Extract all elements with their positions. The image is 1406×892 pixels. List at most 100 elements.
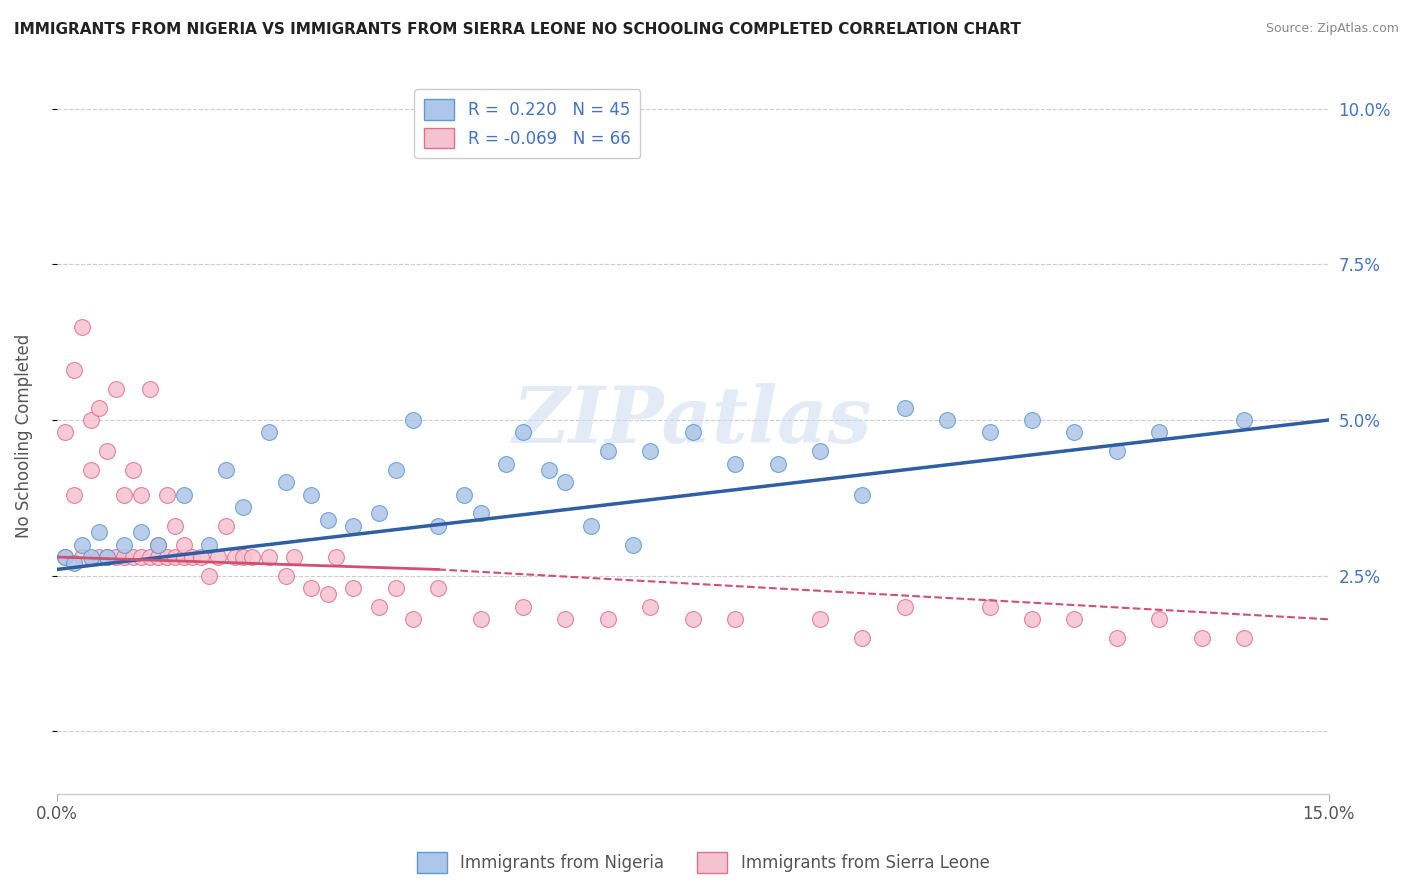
- Point: [367, 599, 389, 614]
- Text: Source: ZipAtlas.com: Source: ZipAtlas.com: [1265, 22, 1399, 36]
- Point: [215, 463, 238, 477]
- Point: [114, 549, 136, 564]
- Point: [139, 382, 162, 396]
- Point: [470, 507, 492, 521]
- Point: [682, 425, 704, 440]
- Point: [596, 612, 619, 626]
- Point: [936, 413, 959, 427]
- Point: [96, 444, 118, 458]
- Point: [724, 612, 747, 626]
- Point: [79, 549, 101, 564]
- Point: [87, 549, 110, 564]
- Point: [1233, 413, 1256, 427]
- Point: [299, 581, 322, 595]
- Point: [512, 425, 534, 440]
- Point: [893, 401, 915, 415]
- Point: [1063, 425, 1085, 440]
- Point: [274, 475, 297, 490]
- Point: [979, 425, 1001, 440]
- Point: [640, 444, 662, 458]
- Point: [893, 599, 915, 614]
- Point: [156, 488, 179, 502]
- Point: [173, 537, 195, 551]
- Point: [70, 549, 93, 564]
- Point: [512, 599, 534, 614]
- Point: [1021, 413, 1043, 427]
- Point: [53, 549, 76, 564]
- Point: [198, 568, 221, 582]
- Point: [402, 413, 425, 427]
- Point: [96, 549, 118, 564]
- Point: [367, 507, 389, 521]
- Point: [342, 519, 364, 533]
- Point: [165, 519, 187, 533]
- Legend: R =  0.220   N = 45, R = -0.069   N = 66: R = 0.220 N = 45, R = -0.069 N = 66: [415, 89, 640, 159]
- Point: [342, 581, 364, 595]
- Point: [1105, 444, 1128, 458]
- Point: [181, 549, 204, 564]
- Point: [232, 549, 254, 564]
- Point: [139, 549, 162, 564]
- Point: [316, 513, 339, 527]
- Point: [596, 444, 619, 458]
- Point: [122, 549, 145, 564]
- Point: [385, 463, 408, 477]
- Point: [207, 549, 229, 564]
- Point: [148, 549, 170, 564]
- Point: [257, 549, 280, 564]
- Point: [87, 401, 110, 415]
- Point: [122, 463, 145, 477]
- Point: [470, 612, 492, 626]
- Point: [53, 425, 76, 440]
- Point: [979, 599, 1001, 614]
- Point: [640, 599, 662, 614]
- Point: [62, 556, 84, 570]
- Point: [173, 549, 195, 564]
- Text: ZIPatlas: ZIPatlas: [513, 383, 872, 459]
- Point: [240, 549, 263, 564]
- Point: [79, 463, 101, 477]
- Point: [554, 612, 576, 626]
- Point: [104, 382, 127, 396]
- Point: [114, 537, 136, 551]
- Point: [62, 363, 84, 377]
- Point: [165, 549, 187, 564]
- Point: [1147, 425, 1170, 440]
- Point: [621, 537, 644, 551]
- Point: [1105, 631, 1128, 645]
- Point: [724, 457, 747, 471]
- Point: [283, 549, 305, 564]
- Point: [62, 488, 84, 502]
- Point: [198, 537, 221, 551]
- Text: IMMIGRANTS FROM NIGERIA VS IMMIGRANTS FROM SIERRA LEONE NO SCHOOLING COMPLETED C: IMMIGRANTS FROM NIGERIA VS IMMIGRANTS FR…: [14, 22, 1021, 37]
- Point: [79, 413, 101, 427]
- Point: [148, 537, 170, 551]
- Point: [156, 549, 179, 564]
- Point: [173, 488, 195, 502]
- Point: [554, 475, 576, 490]
- Point: [104, 549, 127, 564]
- Point: [232, 500, 254, 515]
- Legend: Immigrants from Nigeria, Immigrants from Sierra Leone: Immigrants from Nigeria, Immigrants from…: [411, 846, 995, 880]
- Point: [402, 612, 425, 626]
- Point: [70, 319, 93, 334]
- Point: [1191, 631, 1213, 645]
- Point: [453, 488, 475, 502]
- Point: [257, 425, 280, 440]
- Point: [495, 457, 517, 471]
- Point: [131, 525, 153, 540]
- Point: [224, 549, 246, 564]
- Point: [87, 525, 110, 540]
- Point: [215, 519, 238, 533]
- Point: [53, 549, 76, 564]
- Point: [766, 457, 789, 471]
- Point: [274, 568, 297, 582]
- Point: [1063, 612, 1085, 626]
- Point: [851, 488, 873, 502]
- Point: [427, 519, 450, 533]
- Point: [851, 631, 873, 645]
- Point: [96, 549, 118, 564]
- Point: [299, 488, 322, 502]
- Point: [808, 612, 831, 626]
- Point: [682, 612, 704, 626]
